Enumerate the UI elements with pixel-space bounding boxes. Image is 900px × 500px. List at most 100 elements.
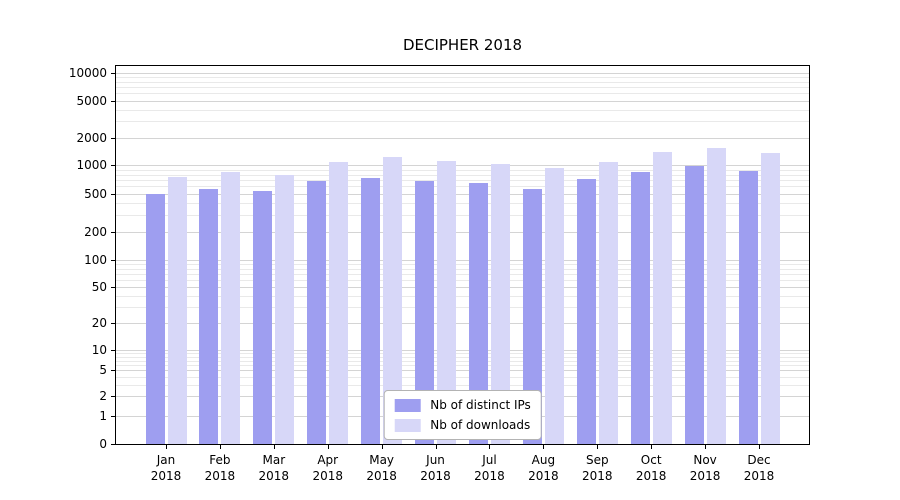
gridline-minor bbox=[116, 280, 809, 282]
y-tick-mark bbox=[111, 396, 115, 398]
x-tick-mark bbox=[759, 445, 760, 449]
y-tick-label: 1000 bbox=[76, 158, 107, 173]
gridline-minor bbox=[116, 169, 809, 171]
x-tick-mark bbox=[489, 445, 491, 449]
chart-title: DECIPHER 2018 bbox=[402, 36, 523, 54]
gridline-minor bbox=[116, 376, 809, 378]
bar-downloads bbox=[490, 163, 510, 444]
y-tick-label: 5000 bbox=[76, 93, 107, 108]
x-tick-mark bbox=[327, 445, 329, 449]
y-tick-label: 2000 bbox=[76, 130, 107, 145]
x-tick-label: May 2018 bbox=[366, 453, 397, 484]
gridline-minor bbox=[116, 353, 809, 355]
x-tick-label: Feb 2018 bbox=[204, 453, 236, 484]
y-tick-label: 20 bbox=[91, 316, 107, 331]
bar-downloads bbox=[598, 161, 618, 444]
gridline-major bbox=[116, 193, 809, 195]
gridline-minor bbox=[116, 274, 809, 275]
gridline-minor bbox=[116, 174, 809, 176]
y-tick-label: 0 bbox=[99, 437, 107, 451]
gridline-minor bbox=[116, 203, 809, 205]
bar-distinct-ips bbox=[145, 193, 165, 444]
y-tick-mark bbox=[111, 165, 115, 167]
bar-distinct-ips bbox=[415, 181, 435, 444]
gridline-minor bbox=[116, 121, 809, 123]
x-tick-label: Jan 2018 bbox=[150, 453, 182, 484]
y-tick-mark bbox=[111, 193, 115, 195]
bar-downloads bbox=[544, 167, 564, 444]
bar-distinct-ips bbox=[307, 180, 327, 444]
bar-downloads bbox=[167, 177, 187, 444]
gridline-minor bbox=[116, 384, 809, 386]
y-tick-mark bbox=[111, 231, 115, 233]
x-tick-label: Jun 2018 bbox=[420, 453, 451, 484]
gridline-major bbox=[116, 350, 809, 352]
legend-swatch-downloads bbox=[394, 418, 421, 432]
y-tick-mark bbox=[111, 287, 115, 289]
x-tick-mark bbox=[381, 445, 383, 449]
x-tick-label: Mar 2018 bbox=[258, 453, 290, 484]
x-tick-label: Jul 2018 bbox=[474, 453, 505, 484]
gridline-minor bbox=[116, 307, 809, 309]
y-tick-label: 5 bbox=[99, 363, 107, 378]
gridline-minor bbox=[116, 109, 809, 111]
bar-distinct-ips bbox=[522, 189, 542, 444]
bar-distinct-ips bbox=[684, 165, 704, 444]
gridline-major bbox=[116, 370, 809, 372]
bar-distinct-ips bbox=[468, 182, 488, 444]
gridline-minor bbox=[116, 77, 809, 79]
gridline-major bbox=[116, 165, 809, 167]
legend: Nb of distinct IPs Nb of downloads bbox=[383, 390, 542, 440]
y-tick-label: 50 bbox=[91, 280, 107, 295]
y-tick-mark bbox=[111, 100, 115, 102]
y-tick-label: 100 bbox=[84, 252, 107, 267]
gridline-major bbox=[116, 72, 809, 74]
gridline-minor bbox=[116, 268, 809, 270]
y-tick-label: 10 bbox=[91, 343, 107, 358]
y-tick-mark bbox=[111, 323, 115, 325]
bar-downloads bbox=[221, 172, 241, 444]
gridline-major bbox=[116, 323, 809, 325]
gridline-minor bbox=[116, 87, 809, 89]
bar-distinct-ips bbox=[630, 172, 650, 444]
y-tick-label: 200 bbox=[84, 224, 107, 239]
bar-downloads bbox=[437, 160, 457, 444]
x-tick-mark bbox=[435, 445, 437, 449]
legend-label-distinct-ips: Nb of distinct IPs bbox=[430, 398, 531, 412]
x-tick-label: Aug 2018 bbox=[528, 453, 559, 484]
legend-item-distinct-ips: Nb of distinct IPs bbox=[394, 398, 531, 412]
x-tick-label: Oct 2018 bbox=[635, 453, 667, 484]
gridline-minor bbox=[116, 365, 809, 367]
gridline-minor bbox=[116, 81, 809, 83]
plot-area: Nb of distinct IPs Nb of downloads bbox=[115, 65, 810, 445]
x-tick-mark bbox=[651, 445, 653, 449]
x-tick-label: Apr 2018 bbox=[312, 453, 343, 484]
x-tick-mark bbox=[597, 445, 599, 449]
legend-label-downloads: Nb of downloads bbox=[430, 418, 531, 432]
gridline-major bbox=[116, 231, 809, 233]
bar-distinct-ips bbox=[253, 190, 273, 444]
bar-downloads bbox=[706, 147, 726, 444]
y-tick-label: 1 bbox=[99, 409, 107, 424]
y-tick-label: 2 bbox=[99, 389, 107, 404]
x-tick-mark bbox=[219, 445, 221, 449]
x-tick-label: Sep 2018 bbox=[581, 453, 613, 484]
gridline-major bbox=[116, 259, 809, 261]
bar-distinct-ips bbox=[361, 177, 381, 444]
gridline-major bbox=[116, 100, 809, 102]
gridline-major bbox=[116, 287, 809, 289]
bar-distinct-ips bbox=[738, 170, 758, 444]
y-tick-mark bbox=[111, 72, 115, 74]
bar-downloads bbox=[275, 174, 295, 444]
x-tick-mark bbox=[273, 445, 275, 449]
bar-downloads bbox=[652, 151, 672, 444]
y-tick-mark bbox=[111, 370, 115, 372]
y-tick-label: 10000 bbox=[68, 65, 107, 80]
bar-downloads bbox=[329, 161, 349, 444]
bar-distinct-ips bbox=[576, 178, 596, 444]
legend-item-downloads: Nb of downloads bbox=[394, 418, 531, 432]
y-tick-mark bbox=[111, 444, 115, 445]
gridline-major bbox=[116, 137, 809, 139]
gridline-minor bbox=[116, 93, 809, 95]
